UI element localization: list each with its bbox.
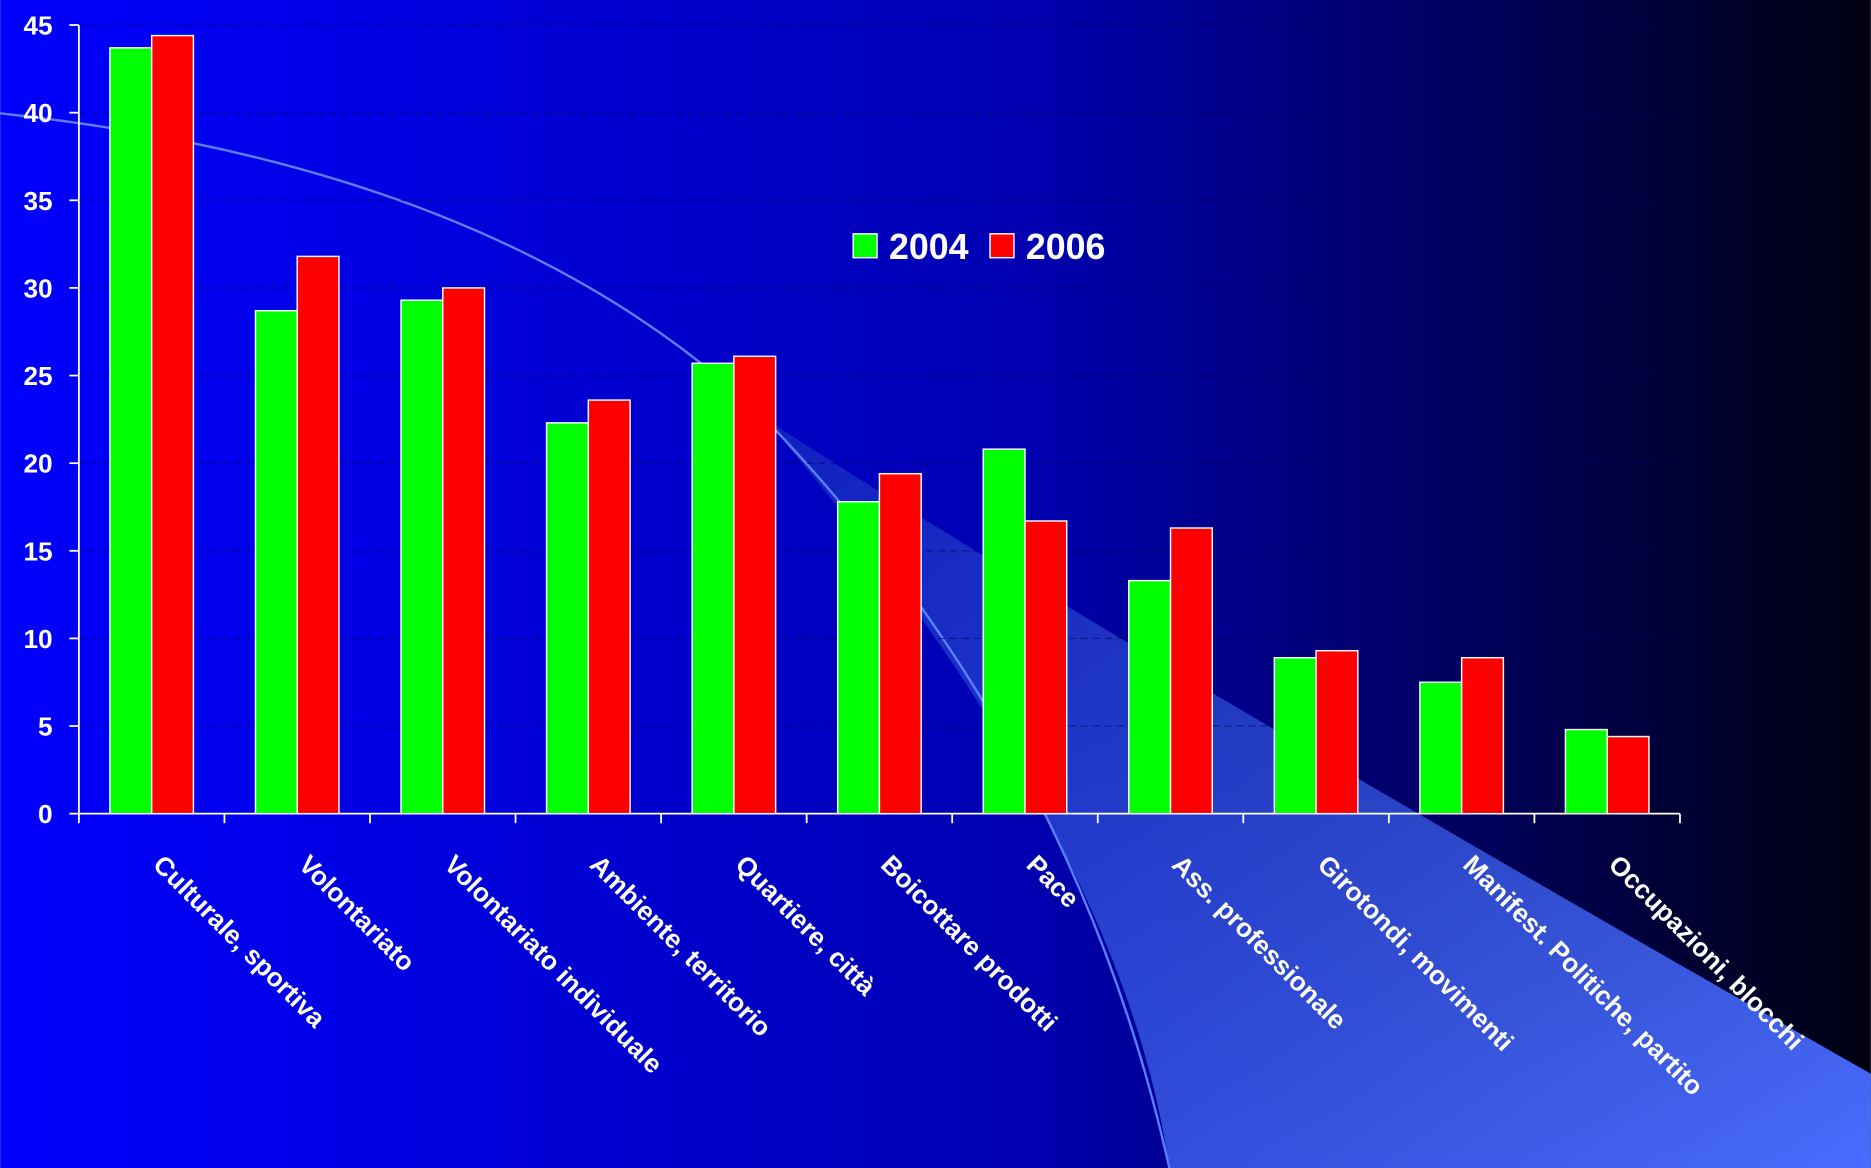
bar	[1273, 656, 1317, 815]
bar	[733, 355, 777, 815]
y-tick-label: 10	[23, 624, 52, 654]
legend-swatch	[989, 233, 1015, 259]
bar	[1460, 656, 1505, 815]
bar	[296, 255, 340, 815]
legend-label: 2004	[889, 227, 969, 267]
bar	[442, 287, 486, 815]
y-tick-label: 30	[23, 273, 52, 303]
bar	[1128, 579, 1172, 815]
y-tick-label: 35	[23, 186, 52, 216]
bar	[1419, 681, 1463, 815]
bar	[982, 448, 1026, 815]
bar	[1564, 728, 1608, 815]
bar	[254, 309, 298, 815]
bar	[836, 501, 881, 815]
y-tick-label: 0	[38, 799, 53, 829]
bar	[545, 422, 590, 815]
bar	[1315, 649, 1359, 815]
bar	[1169, 527, 1214, 815]
y-tick-label: 40	[23, 98, 52, 128]
bar	[878, 472, 922, 815]
y-tick-label: 25	[23, 361, 52, 391]
bar	[109, 47, 153, 815]
bar	[400, 299, 444, 815]
y-tick-label: 45	[23, 11, 52, 41]
legend-label: 2006	[1026, 227, 1106, 267]
legend-swatch	[852, 233, 878, 259]
y-tick-label: 20	[23, 449, 52, 479]
bar	[150, 34, 195, 815]
bar	[1606, 735, 1650, 815]
y-tick-label: 15	[23, 536, 52, 566]
y-tick-label: 5	[38, 712, 53, 742]
bar	[1024, 520, 1068, 815]
bar	[587, 399, 631, 815]
bar	[691, 362, 735, 815]
